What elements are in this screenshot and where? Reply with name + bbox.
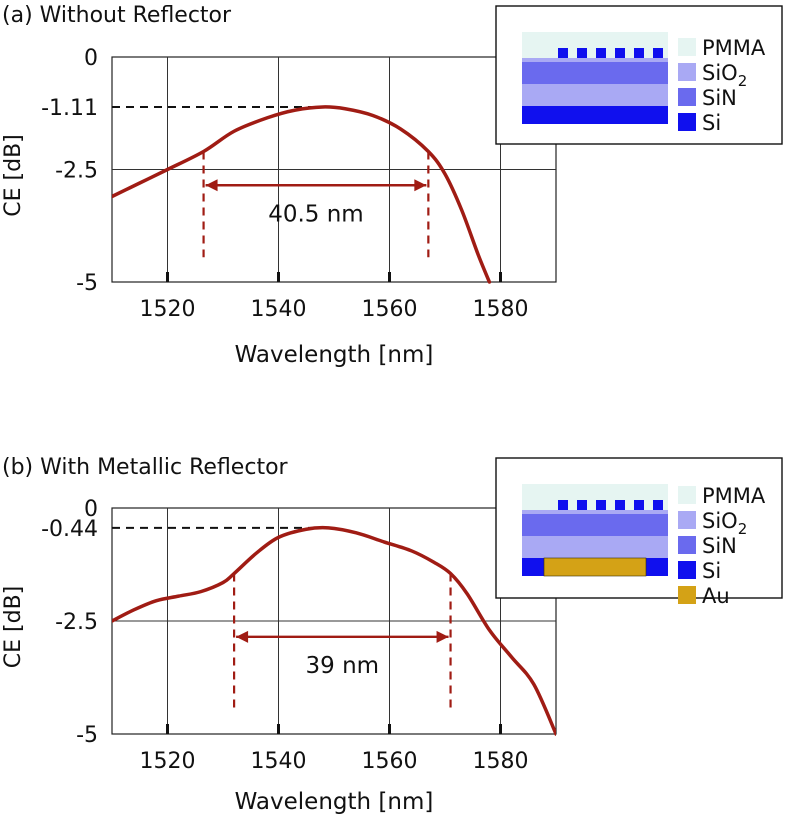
sio2-thin-layer: [522, 58, 668, 62]
x-axis-label: Wavelength [nm]: [235, 342, 434, 368]
y-axis-label: CE [dB]: [1, 586, 26, 668]
legend-label-text: SiN: [702, 534, 737, 558]
legend-swatch: [678, 511, 696, 529]
grating-tooth: [577, 48, 587, 58]
bandwidth-label: 39 nm: [306, 653, 380, 679]
legend-label: SiO2: [702, 61, 747, 90]
legend-label-text: PMMA: [702, 484, 766, 508]
grating-tooth: [615, 48, 625, 58]
grating-tooth: [596, 48, 606, 58]
x-tick-label: 1540: [251, 297, 307, 322]
grating-tooth: [634, 500, 644, 510]
x-tick-label: 1540: [251, 749, 307, 774]
legend-label: Si: [702, 111, 721, 135]
grating-tooth: [558, 48, 568, 58]
legend-swatch: [678, 586, 696, 604]
sio2-layer: [522, 536, 668, 558]
data-series-line: [112, 525, 556, 736]
legend-label: Au: [702, 584, 730, 608]
legend-label-text: PMMA: [702, 36, 766, 60]
x-tick-label: 1560: [362, 297, 418, 322]
legend-label: SiO2: [702, 509, 747, 538]
legend-swatch: [678, 113, 696, 131]
y-tick-label: -1.11: [41, 96, 98, 121]
y-tick-label: -5: [76, 271, 98, 296]
x-tick-label: 1520: [140, 749, 196, 774]
grating-tooth: [653, 48, 663, 58]
pmma-layer: [522, 32, 668, 58]
legend-label-subscript: 2: [738, 72, 748, 90]
x-tick-label: 1520: [140, 297, 196, 322]
grating-tooth: [653, 500, 663, 510]
sio2-layer: [522, 84, 668, 106]
legend-label-subscript: 2: [738, 520, 748, 538]
legend-label-text: Si: [702, 111, 721, 135]
sin-layer: [522, 62, 668, 84]
y-tick-label: 0: [84, 497, 98, 522]
legend-swatch: [678, 486, 696, 504]
data-series-line: [112, 105, 492, 284]
y-tick-label: -0.44: [41, 517, 98, 542]
sin-layer: [522, 514, 668, 536]
grating-tooth: [558, 500, 568, 510]
grating-tooth: [577, 500, 587, 510]
y-axis-label: CE [dB]: [1, 134, 26, 216]
chart-title: (a) Without Reflector: [2, 3, 232, 28]
legend-label-text: SiO: [702, 61, 738, 85]
legend-label: SiN: [702, 86, 737, 110]
legend-label-text: SiN: [702, 86, 737, 110]
legend-label-text: Au: [702, 584, 730, 608]
grating-tooth: [596, 500, 606, 510]
layer-stack-diagram: [522, 484, 668, 577]
sio2-thin-layer: [522, 510, 668, 514]
y-tick-label: -2.5: [55, 159, 98, 184]
pmma-layer: [522, 484, 668, 510]
legend-label-text: SiO: [702, 509, 738, 533]
grating-tooth: [634, 48, 644, 58]
chart-panel-a: 1520 1540 1560 1580 0 -1.11 -2.5 -5 40.5 nm (a) W…: [1, 3, 783, 368]
y-tick-label: 0: [84, 46, 98, 71]
grating-tooth: [615, 500, 625, 510]
bandwidth-label: 40.5 nm: [268, 201, 364, 227]
y-tick-label: -2.5: [55, 610, 98, 635]
arrowhead-left: [236, 630, 249, 643]
si-substrate: [522, 106, 668, 124]
legend-swatch: [678, 536, 696, 554]
x-tick-label: 1560: [362, 749, 418, 774]
arrowhead-right: [414, 179, 427, 192]
legend-label: PMMA: [702, 484, 766, 508]
chart-title: (b) With Metallic Reflector: [2, 455, 289, 480]
layer-stack-diagram: [522, 32, 668, 124]
x-tick-label: 1580: [473, 749, 529, 774]
y-tick-label: -5: [76, 723, 98, 748]
legend-swatch: [678, 561, 696, 579]
legend-label: SiN: [702, 534, 737, 558]
arrowhead-left: [205, 179, 218, 192]
x-axis-label: Wavelength [nm]: [235, 789, 434, 815]
legend-label: Si: [702, 559, 721, 583]
legend-label: PMMA: [702, 36, 766, 60]
au-reflector: [543, 557, 647, 577]
legend-swatch: [678, 38, 696, 56]
chart-panel-b: 1520 1540 1560 1580 0-0.44 -2.5 -5 39 nm (b) Wit…: [1, 455, 783, 815]
arrowhead-right: [436, 630, 449, 643]
legend-swatch: [678, 63, 696, 81]
legend-label-text: Si: [702, 559, 721, 583]
x-tick-label: 1580: [473, 297, 529, 322]
legend-swatch: [678, 88, 696, 106]
